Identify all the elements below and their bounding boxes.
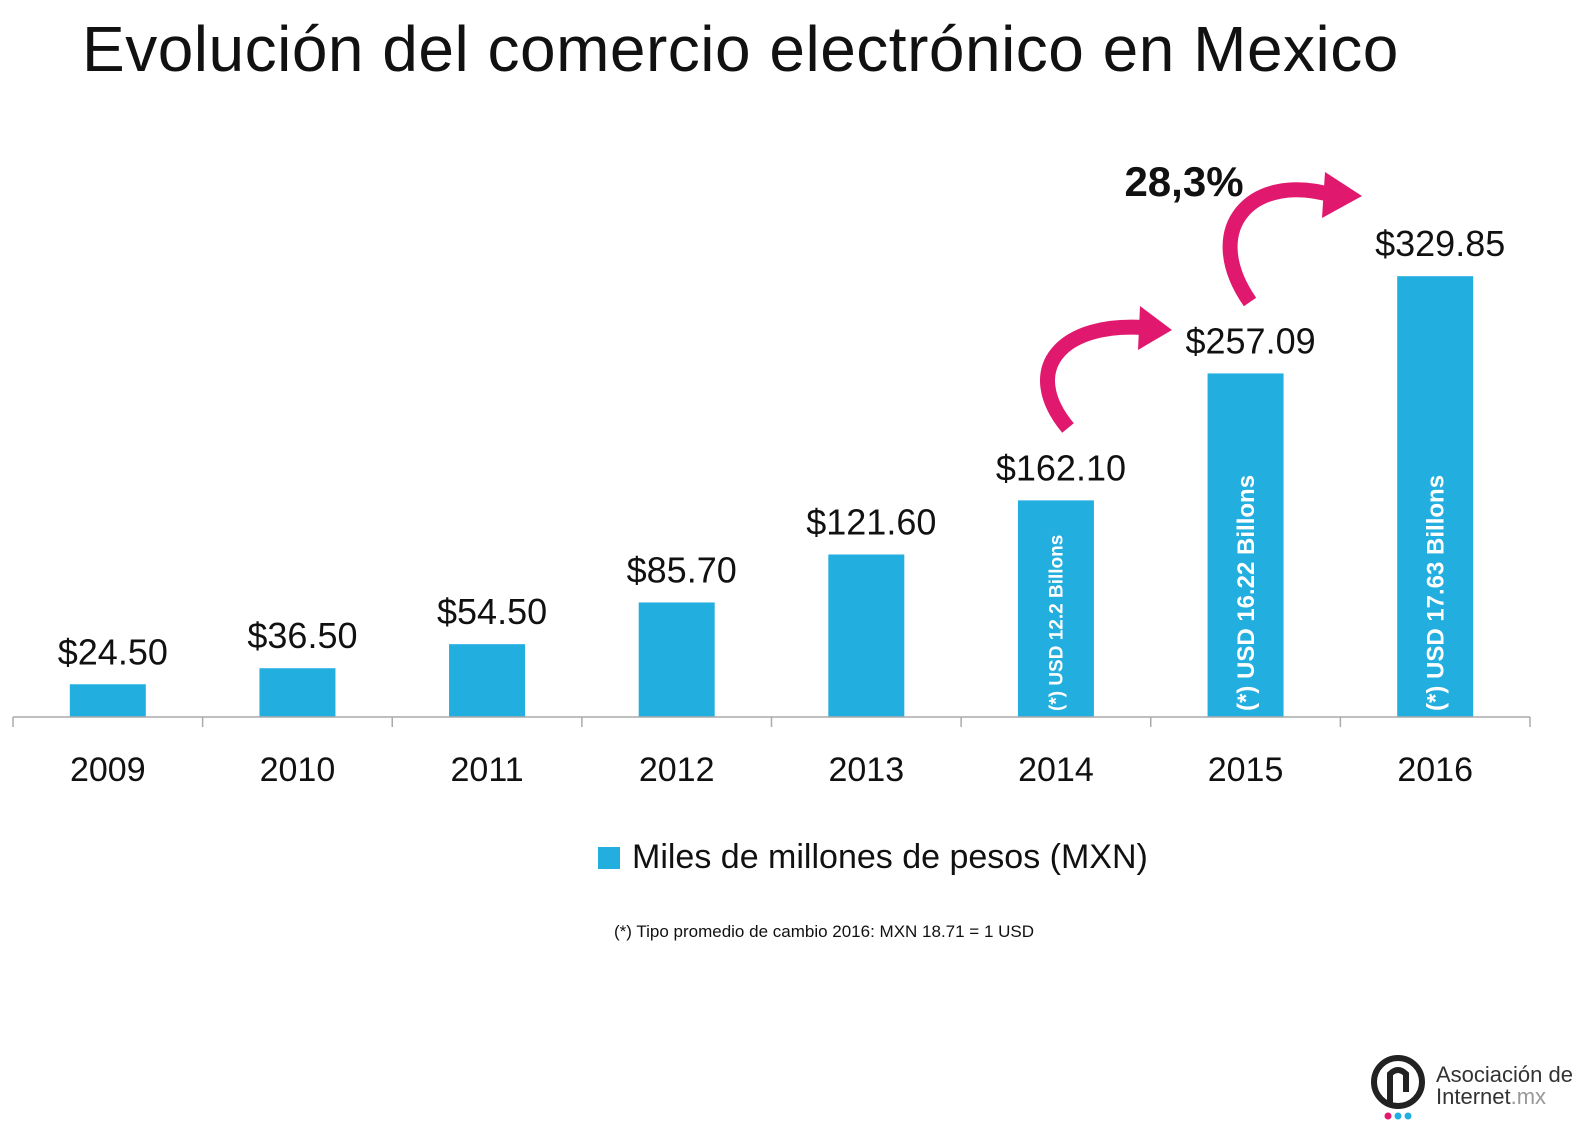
value-label-2009: $24.50	[58, 631, 168, 672]
logo-line-1: Asociación de	[1436, 1062, 1573, 1087]
bar-2013	[828, 554, 905, 717]
legend-label: Miles de millones de pesos (MXN)	[632, 838, 1148, 876]
bar-2011	[449, 644, 526, 717]
growth-arrow-2014-2015-head	[1138, 306, 1172, 350]
bar-2015	[1207, 373, 1284, 717]
legend: Miles de millones de pesos (MXN)	[598, 838, 1148, 877]
bar-inner-label-2015: (*) USD 16.22 Billons	[1233, 475, 1260, 711]
value-label-2011: $54.50	[437, 591, 547, 632]
legend-swatch	[598, 846, 620, 869]
logo-line-2-main: Internet	[1436, 1084, 1511, 1109]
bar-inner-label-2016: (*) USD 17.63 Billons	[1423, 475, 1450, 711]
value-label-2012: $85.70	[627, 549, 737, 590]
logo-line-2: Internet.mx	[1436, 1086, 1573, 1108]
growth-arrow-2015-2016-head	[1322, 172, 1362, 218]
value-label-2013: $121.60	[806, 501, 936, 542]
logo-line-2-suffix: .mx	[1510, 1084, 1547, 1109]
category-label-2012: 2012	[639, 751, 715, 789]
growth-arrow-2014-2015	[1040, 319, 1151, 433]
asociacion-logo-icon	[1368, 1052, 1428, 1120]
category-label-2013: 2013	[828, 751, 904, 789]
category-label-2016: 2016	[1397, 751, 1473, 789]
category-label-2011: 2011	[451, 751, 524, 789]
category-label-2014: 2014	[1018, 751, 1094, 789]
logo: Asociación de Internet.mx	[1368, 1052, 1573, 1120]
bar-2009	[69, 684, 146, 717]
growth-annotation: 28,3%	[1124, 158, 1243, 205]
value-label-2015: $257.09	[1185, 320, 1315, 361]
bar-2012	[638, 602, 715, 717]
bar-2010	[259, 668, 336, 717]
growth-arrow-2015-2016	[1222, 182, 1338, 307]
category-label-2009: 2009	[70, 751, 146, 789]
bar-inner-label-2014: (*) USD 12.2 Billons	[1047, 535, 1068, 711]
footnote: (*) Tipo promedio de cambio 2016: MXN 18…	[614, 922, 1035, 941]
value-label-2016: $329.85	[1375, 223, 1505, 264]
bar-2014	[1017, 500, 1094, 717]
chart-title: Evolución del comercio electrónico en Me…	[82, 13, 1399, 85]
category-label-2015: 2015	[1208, 751, 1284, 789]
category-label-2010: 2010	[260, 751, 336, 789]
value-label-2014: $162.10	[996, 447, 1126, 488]
bar-2016	[1397, 276, 1474, 717]
logo-text: Asociación de Internet.mx	[1436, 1064, 1573, 1108]
value-label-2010: $36.50	[247, 615, 357, 656]
